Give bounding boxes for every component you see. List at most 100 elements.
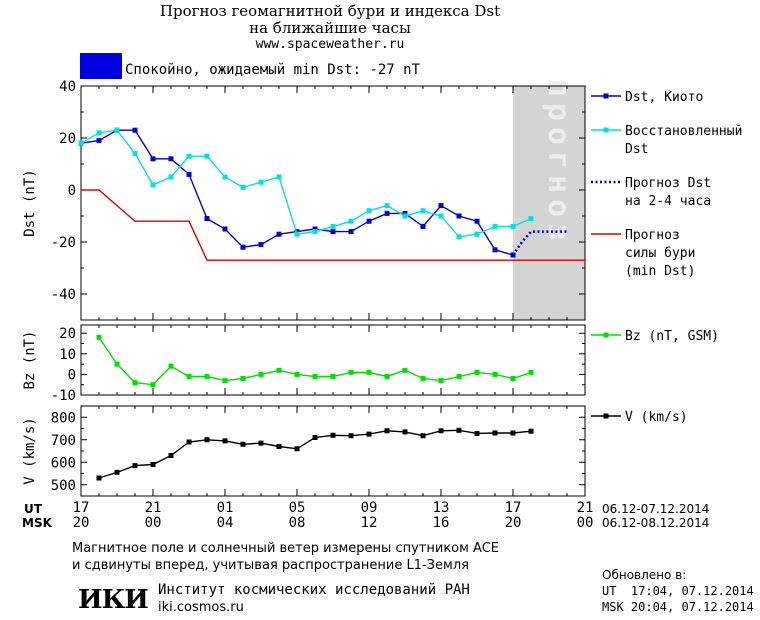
data-point [402, 367, 408, 373]
data-point [348, 369, 354, 375]
dst-panel: прогноз -40 -20 0 20 40 Dst (nT) Dst, Киото Восс… [22, 79, 742, 321]
data-point [366, 208, 372, 214]
data-point [204, 153, 210, 159]
data-point [96, 475, 102, 481]
ut-tick-label: 09 [360, 500, 378, 516]
data-point [456, 213, 462, 219]
msk-tick-label: 04 [216, 515, 234, 531]
ut-tick-label: 17 [72, 500, 90, 516]
data-point [384, 210, 390, 216]
data-point [438, 203, 444, 209]
msk-tick-label: 08 [288, 515, 306, 531]
legend-marker [603, 93, 609, 99]
data-point [276, 367, 282, 373]
legend-label: Dst, Киото [625, 90, 703, 105]
y-tick-label: 20 [59, 326, 76, 342]
data-point [132, 463, 138, 469]
data-point [456, 373, 462, 379]
msk-date-range: 06.12-08.12.2014 [602, 516, 710, 530]
bz-frame [80, 324, 586, 396]
y-tick-label: 0 [68, 367, 76, 383]
institute-name: Институт космических исследований РАН [158, 582, 470, 598]
data-point [276, 174, 282, 180]
updated-label: Обновлено в: [602, 568, 687, 582]
data-point [420, 376, 426, 382]
msk-tick-label: 20 [504, 515, 522, 531]
msk-tick-label: 00 [144, 515, 162, 531]
data-point [384, 428, 390, 434]
data-point [258, 371, 264, 377]
site-url: www.spaceweather.ru [255, 37, 405, 52]
data-point [258, 179, 264, 185]
data-point [150, 156, 156, 162]
msk-tick-label: 20 [72, 515, 90, 531]
data-point [276, 231, 282, 237]
data-point [312, 226, 318, 232]
data-point [384, 203, 390, 209]
legend-label: на 2-4 часа [625, 194, 711, 209]
data-point [294, 229, 300, 235]
forecast-band [513, 86, 585, 320]
data-point [96, 130, 102, 136]
data-point [312, 373, 318, 379]
data-point [420, 223, 426, 229]
data-point [330, 373, 336, 379]
ut-date-range: 06.12-07.12.2014 [602, 502, 710, 516]
data-point [258, 440, 264, 446]
data-point [492, 223, 498, 229]
data-point [492, 430, 498, 436]
legend-label: Восстановленный [625, 124, 742, 139]
data-point [402, 210, 408, 216]
data-point [186, 373, 192, 379]
series-line-Восстановленный Dst [80, 129, 532, 238]
updated-ut: UT 17:04, 07.12.2014 [602, 584, 754, 598]
legend-marker [603, 413, 609, 419]
data-point [474, 369, 480, 375]
data-point [168, 156, 174, 162]
data-point [348, 433, 354, 439]
y-tick-label: 800 [51, 410, 76, 426]
data-point [384, 373, 390, 379]
legend-label: силы бури [625, 246, 695, 261]
ut-tick-label: 05 [288, 500, 306, 516]
data-point [114, 469, 120, 475]
msk-tick-label: 16 [432, 515, 450, 531]
data-point [186, 439, 192, 445]
msk-tick-label: 12 [360, 515, 378, 531]
chart-title-2: на ближайшие часы [249, 19, 411, 37]
data-point [348, 229, 354, 235]
data-point [420, 433, 426, 439]
data-point [222, 226, 228, 232]
ut-tick-label: 21 [576, 500, 594, 516]
chart-title-1: Прогноз геомагнитной бури и индекса Dst [159, 2, 501, 20]
data-point [294, 446, 300, 452]
legend-marker [603, 332, 609, 338]
y-tick-label: 600 [51, 455, 76, 471]
data-point [420, 208, 426, 214]
data-point [366, 218, 372, 224]
data-point [438, 428, 444, 434]
data-point [114, 361, 120, 367]
legend-label: Dst [625, 142, 648, 157]
data-point [168, 363, 174, 369]
institute-site: iki.cosmos.ru [158, 600, 244, 615]
y-tick-label: -10 [51, 388, 76, 404]
data-point [186, 153, 192, 159]
legend-label: Прогноз [625, 228, 680, 243]
data-point [330, 432, 336, 438]
data-point [510, 376, 516, 382]
data-point [330, 223, 336, 229]
legend-label: (min Dst) [625, 264, 695, 279]
data-point [474, 430, 480, 436]
data-point [528, 216, 534, 222]
data-point [222, 438, 228, 444]
status-color-box [80, 53, 122, 79]
data-point [510, 223, 516, 229]
data-point [186, 171, 192, 177]
footer-note-2: и сдвинуты вперед, учитывая распростране… [72, 558, 469, 573]
y-tick-label: 20 [59, 131, 76, 147]
data-point [492, 371, 498, 377]
data-point [150, 462, 156, 467]
data-point [96, 138, 102, 144]
data-point [78, 140, 84, 146]
